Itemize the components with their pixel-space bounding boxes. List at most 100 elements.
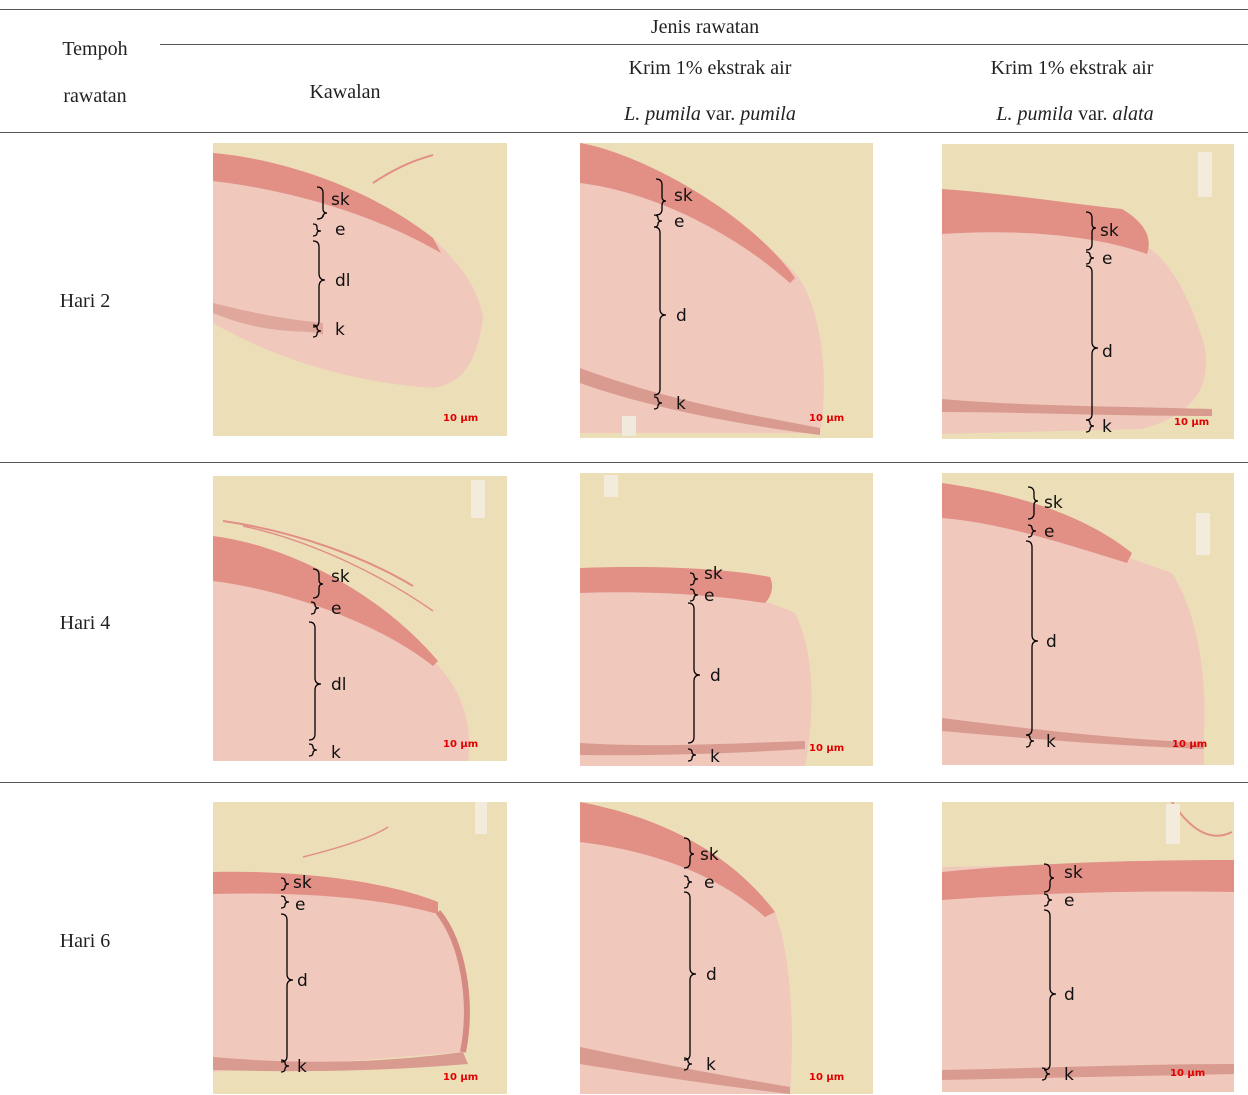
header-group-rule: [160, 44, 1248, 45]
label-d: d: [683, 891, 717, 1061]
svg-text:sk: sk: [331, 567, 350, 587]
header-treatment-alata-line1: Krim 1% ekstrak air: [990, 57, 1154, 79]
svg-text:sk: sk: [293, 873, 312, 893]
svg-text:e: e: [295, 895, 305, 915]
svg-text:d: d: [1046, 632, 1057, 652]
svg-text:k: k: [1102, 417, 1112, 437]
svg-text:k: k: [1064, 1065, 1074, 1085]
micrograph-day6-pumila: sk e d k 10 µm: [580, 802, 873, 1094]
svg-text:d: d: [676, 306, 687, 326]
svg-text:d: d: [706, 965, 717, 985]
label-d: d: [653, 226, 687, 396]
micrograph-day4-control: sk e dl k 10 µm: [213, 476, 507, 761]
micrograph-day2-pumila: sk e d k 10 µm: [580, 143, 873, 438]
label-k: k: [653, 394, 686, 414]
label-dl: dl: [308, 621, 347, 741]
label-k: k: [683, 1055, 716, 1075]
label-d: d: [280, 913, 308, 1063]
svg-text:d: d: [297, 971, 308, 991]
var-text: var.: [1073, 103, 1113, 125]
label-e: e: [1085, 249, 1112, 269]
label-sk: sk: [1027, 486, 1063, 520]
svg-text:k: k: [297, 1057, 307, 1077]
scale-bar-label: 10 µm: [1172, 739, 1207, 750]
svg-text:e: e: [704, 873, 714, 893]
label-sk: sk: [1085, 211, 1119, 251]
scale-bar-label: 10 µm: [809, 1072, 844, 1083]
svg-text:d: d: [1102, 342, 1113, 362]
label-e: e: [1043, 891, 1074, 911]
micrograph-day2-alata: sk e d k 10 µm: [942, 144, 1234, 439]
label-k: k: [1041, 1065, 1074, 1085]
header-bottom-rule: [0, 132, 1248, 133]
label-e: e: [689, 586, 714, 606]
header-treatment-pumila-line2: L. pumila var. pumila: [580, 103, 840, 126]
label-k: k: [308, 743, 341, 761]
species-name: L. pumila: [624, 103, 701, 125]
label-d: d: [1025, 540, 1057, 736]
svg-text:sk: sk: [1100, 221, 1119, 241]
label-e: e: [280, 895, 305, 915]
svg-text:k: k: [331, 743, 341, 761]
scale-bar-label: 10 µm: [443, 739, 478, 750]
svg-text:k: k: [710, 747, 720, 766]
label-sk: sk: [689, 564, 723, 586]
svg-text:k: k: [676, 394, 686, 414]
label-e: e: [1027, 522, 1054, 542]
label-k: k: [312, 320, 345, 340]
label-sk: sk: [683, 837, 719, 869]
scale-bar-label: 10 µm: [809, 743, 844, 754]
header-treatment-alata-line2: L. pumila var. alata: [945, 103, 1205, 126]
svg-text:k: k: [1046, 732, 1056, 752]
svg-text:k: k: [335, 320, 345, 340]
svg-text:sk: sk: [331, 190, 350, 210]
label-sk: sk: [312, 567, 350, 599]
label-e: e: [310, 599, 341, 619]
scale-bar-label: 10 µm: [443, 1072, 478, 1083]
micrograph-day6-control: sk e d k 10 µm: [213, 802, 507, 1094]
header-duration-line1: Tempoh: [62, 38, 128, 60]
svg-text:e: e: [1044, 522, 1054, 542]
svg-text:e: e: [704, 586, 714, 606]
row-label-day2: Hari 2: [59, 290, 111, 312]
label-sk: sk: [316, 186, 350, 220]
label-d: d: [687, 602, 721, 744]
header-treatment-pumila-line1: Krim 1% ekstrak air: [628, 57, 792, 79]
variety-name: pumila: [740, 103, 796, 125]
table-top-rule: [0, 9, 1248, 10]
label-d: d: [1085, 265, 1113, 421]
label-e: e: [683, 873, 714, 893]
label-k: k: [687, 747, 720, 766]
svg-text:e: e: [331, 599, 341, 619]
svg-text:dl: dl: [331, 675, 347, 695]
row-label-day4: Hari 4: [59, 612, 111, 634]
scale-bar-label: 10 µm: [809, 413, 844, 424]
var-text: var.: [700, 103, 741, 125]
svg-text:d: d: [1064, 985, 1075, 1005]
species-name: L. pumila: [996, 103, 1074, 125]
scale-bar-label: 10 µm: [1170, 1068, 1205, 1079]
micrograph-day2-control: sk e dl k 10 µm: [213, 143, 507, 436]
scale-bar-label: 10 µm: [443, 413, 478, 424]
label-sk: sk: [280, 873, 312, 893]
row-label-day6: Hari 6: [59, 930, 111, 952]
header-control: Kawalan: [309, 81, 381, 103]
variety-name: alata: [1112, 103, 1154, 125]
svg-text:sk: sk: [700, 845, 719, 865]
header-group-title: Jenis rawatan: [650, 16, 760, 38]
header-duration-line2: rawatan: [63, 85, 127, 107]
label-k: k: [1025, 732, 1056, 752]
svg-text:sk: sk: [1064, 863, 1083, 883]
label-k: k: [280, 1057, 307, 1077]
label-sk: sk: [1043, 863, 1083, 893]
micrograph-day4-alata: sk e d k 10 µm: [942, 473, 1234, 765]
svg-text:e: e: [674, 212, 684, 232]
micrograph-day4-pumila: sk e d k 10 µm: [580, 473, 873, 766]
svg-text:sk: sk: [1044, 493, 1063, 513]
row-divider-2: [0, 782, 1248, 783]
svg-text:sk: sk: [704, 564, 723, 584]
label-dl: dl: [312, 240, 351, 328]
label-k: k: [1085, 417, 1112, 437]
svg-text:d: d: [710, 666, 721, 686]
label-e: e: [312, 220, 345, 240]
